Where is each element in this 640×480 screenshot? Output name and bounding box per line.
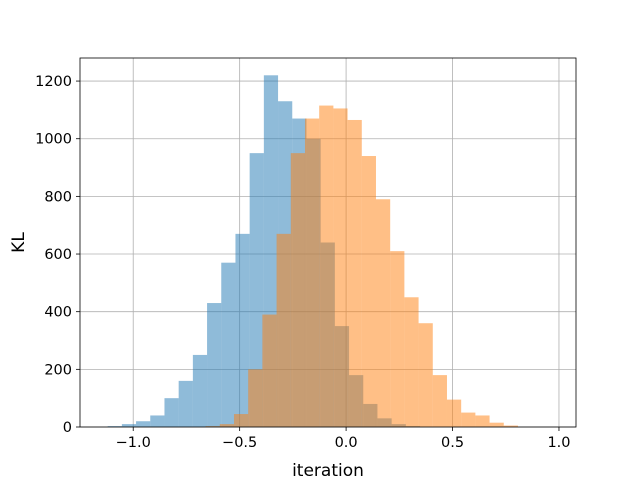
histogram-bar-series-2 [319, 105, 334, 427]
histogram-bar-series-1 [249, 153, 264, 427]
histogram-bar-series-2 [347, 119, 362, 427]
histogram-bar-series-1 [121, 424, 137, 427]
histogram-bar-series-2 [404, 297, 419, 427]
histogram-bar-series-1 [221, 262, 236, 427]
y-tick-label: 600 [44, 247, 72, 263]
histogram-bar-series-2 [375, 199, 391, 427]
x-tick-label: 0.0 [335, 435, 358, 451]
plot-frame [79, 57, 577, 428]
histogram-bars [107, 75, 518, 427]
histogram-bar-series-2 [205, 426, 220, 427]
histogram-bar-series-2 [461, 412, 476, 427]
x-tick-label: 1.0 [547, 435, 570, 451]
histogram-bar-series-2 [475, 415, 490, 427]
histogram-bar-series-2 [432, 375, 447, 427]
histogram-bar-series-2 [333, 108, 348, 427]
histogram-bar-series-2 [390, 251, 405, 427]
y-tick-label: 800 [44, 189, 72, 205]
y-tick-label: 1000 [35, 132, 72, 148]
histogram-bar-series-1 [178, 380, 193, 427]
axis-ticks: −1.0 −0.5 0.0 0.5 1.0 0 200 400 600 800 1000 1200 [35, 74, 570, 451]
y-tick-label: 0 [63, 420, 72, 436]
x-tick-label: −0.5 [222, 435, 257, 451]
histogram-bar-series-1 [136, 421, 151, 427]
histogram-bar-series-1 [107, 426, 122, 427]
histogram-bar-series-1 [207, 303, 222, 427]
histogram-bar-series-2 [418, 323, 433, 427]
histogram-bar-series-2 [290, 153, 305, 427]
x-axis-label: iteration [292, 461, 364, 480]
x-tick-label: −1.0 [116, 435, 151, 451]
histogram-bar-series-1 [150, 415, 165, 427]
histogram-bar-series-1 [164, 398, 179, 427]
histogram-bar-series-2 [248, 369, 263, 427]
histogram-bar-series-2 [262, 314, 277, 427]
histogram-bar-series-2 [446, 399, 462, 427]
histogram-bar-series-2 [489, 422, 504, 427]
y-tick-label: 400 [44, 305, 72, 321]
histogram-bar-series-2 [503, 425, 518, 427]
histogram-bar-series-2 [219, 424, 234, 427]
histogram-bar-series-1 [235, 233, 250, 427]
y-tick-label: 200 [44, 362, 72, 378]
histogram-bar-series-2 [304, 118, 320, 427]
histogram-bar-series-1 [192, 354, 208, 427]
histogram-bar-series-2 [361, 156, 376, 427]
y-tick-label: 1200 [35, 74, 72, 90]
histogram-bar-series-2 [276, 233, 291, 427]
y-axis-label: KL [9, 232, 29, 253]
histogram-bar-series-2 [233, 414, 249, 427]
x-tick-label: 0.5 [441, 435, 464, 451]
